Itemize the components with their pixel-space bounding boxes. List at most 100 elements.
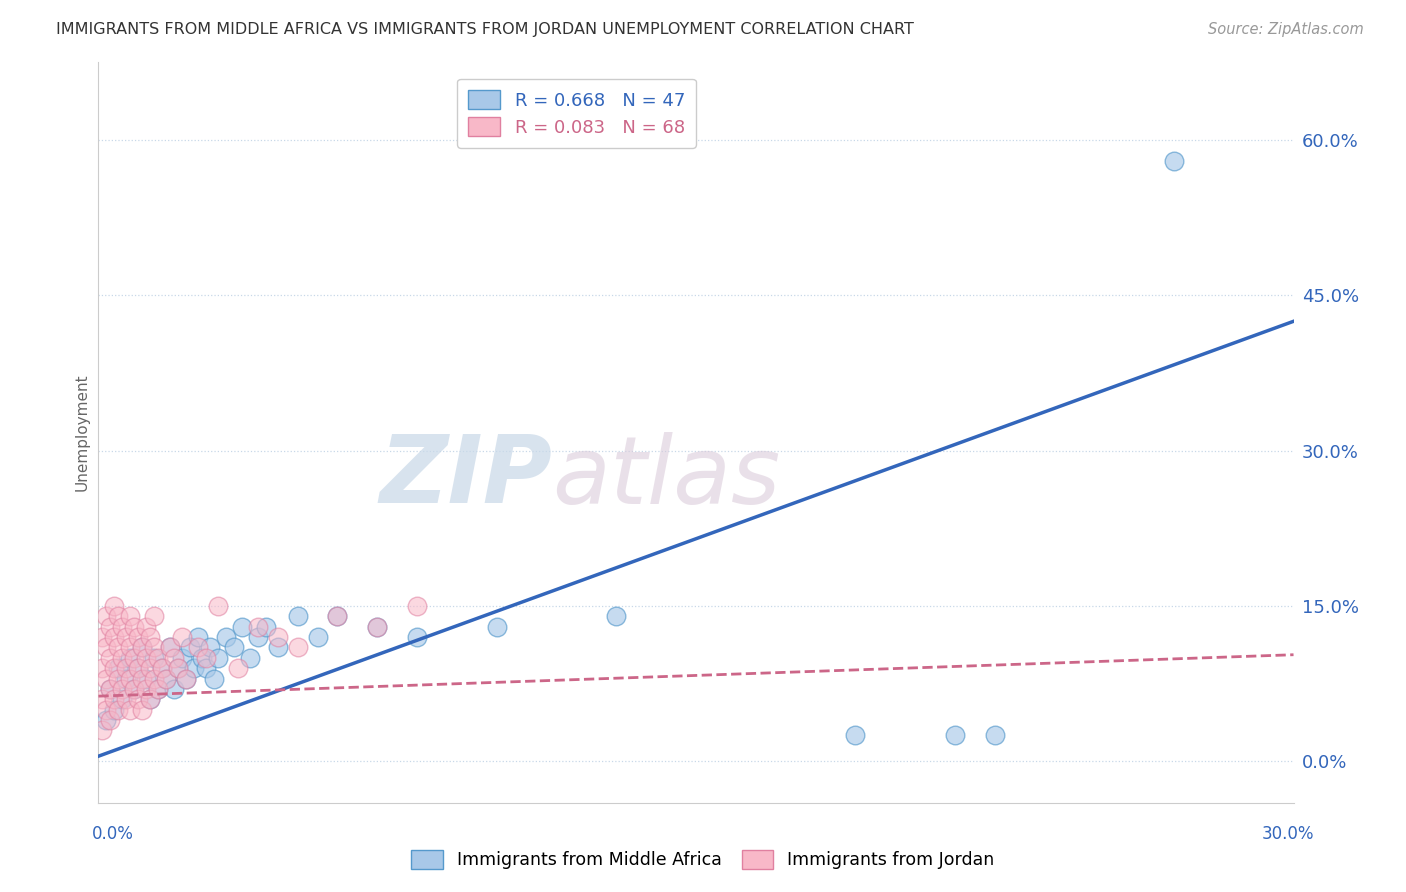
Text: ZIP: ZIP	[380, 431, 553, 523]
Point	[107, 661, 129, 675]
Point	[124, 650, 146, 665]
Point	[107, 640, 129, 655]
Point	[167, 661, 190, 675]
Point	[120, 609, 142, 624]
Point	[131, 672, 153, 686]
Point	[287, 640, 309, 655]
Text: 0.0%: 0.0%	[91, 825, 134, 843]
Legend: R = 0.668   N = 47, R = 0.083   N = 68: R = 0.668 N = 47, R = 0.083 N = 68	[457, 78, 696, 147]
Point	[246, 630, 269, 644]
Point	[96, 713, 118, 727]
Point	[326, 609, 349, 624]
Point	[179, 640, 201, 655]
Point	[183, 661, 205, 675]
Point	[174, 672, 197, 686]
Point	[127, 661, 149, 675]
Point	[191, 650, 214, 665]
Point	[111, 650, 134, 665]
Point	[172, 630, 194, 644]
Point	[148, 681, 170, 696]
Point	[127, 661, 149, 675]
Point	[98, 713, 122, 727]
Point	[155, 672, 177, 686]
Legend: Immigrants from Middle Africa, Immigrants from Jordan: Immigrants from Middle Africa, Immigrant…	[405, 843, 1001, 876]
Point	[135, 672, 157, 686]
Point	[139, 692, 162, 706]
Point	[96, 609, 118, 624]
Point	[159, 640, 181, 655]
Point	[155, 672, 177, 686]
Point	[98, 681, 122, 696]
Point	[98, 650, 122, 665]
Point	[366, 620, 388, 634]
Point	[267, 640, 290, 655]
Point	[148, 650, 170, 665]
Point	[195, 661, 218, 675]
Point	[96, 640, 118, 655]
Point	[943, 729, 966, 743]
Text: IMMIGRANTS FROM MIDDLE AFRICA VS IMMIGRANTS FROM JORDAN UNEMPLOYMENT CORRELATION: IMMIGRANTS FROM MIDDLE AFRICA VS IMMIGRA…	[56, 22, 914, 37]
Point	[98, 681, 122, 696]
Point	[172, 650, 194, 665]
Point	[246, 620, 269, 634]
Point	[231, 620, 253, 634]
Point	[287, 609, 309, 624]
Point	[187, 630, 209, 644]
Point	[215, 630, 238, 644]
Point	[605, 609, 627, 624]
Point	[98, 620, 122, 634]
Point	[107, 609, 129, 624]
Point	[174, 672, 197, 686]
Point	[115, 661, 138, 675]
Point	[198, 640, 221, 655]
Point	[96, 703, 118, 717]
Point	[267, 630, 290, 644]
Point	[103, 630, 125, 644]
Point	[131, 640, 153, 655]
Point	[984, 729, 1007, 743]
Point	[107, 703, 129, 717]
Point	[148, 681, 170, 696]
Point	[207, 599, 229, 613]
Point	[91, 723, 114, 738]
Point	[120, 640, 142, 655]
Point	[254, 620, 277, 634]
Point	[143, 609, 166, 624]
Point	[222, 640, 245, 655]
Point	[115, 630, 138, 644]
Point	[115, 692, 138, 706]
Point	[143, 650, 166, 665]
Point	[167, 661, 190, 675]
Point	[107, 672, 129, 686]
Point	[207, 650, 229, 665]
Point	[135, 681, 157, 696]
Point	[131, 640, 153, 655]
Point	[307, 630, 329, 644]
Point	[239, 650, 262, 665]
Point	[163, 681, 186, 696]
Point	[111, 681, 134, 696]
Point	[844, 729, 866, 743]
Point	[485, 620, 508, 634]
Point	[111, 620, 134, 634]
Point	[159, 640, 181, 655]
Point	[103, 661, 125, 675]
Point	[187, 640, 209, 655]
Point	[406, 630, 429, 644]
Y-axis label: Unemployment: Unemployment	[75, 374, 90, 491]
Point	[124, 620, 146, 634]
Point	[127, 692, 149, 706]
Point	[131, 703, 153, 717]
Point	[120, 650, 142, 665]
Point	[150, 661, 173, 675]
Point	[139, 692, 162, 706]
Point	[103, 703, 125, 717]
Text: Source: ZipAtlas.com: Source: ZipAtlas.com	[1208, 22, 1364, 37]
Point	[163, 650, 186, 665]
Point	[91, 661, 114, 675]
Point	[143, 640, 166, 655]
Point	[127, 630, 149, 644]
Point	[150, 661, 173, 675]
Point	[124, 681, 146, 696]
Point	[366, 620, 388, 634]
